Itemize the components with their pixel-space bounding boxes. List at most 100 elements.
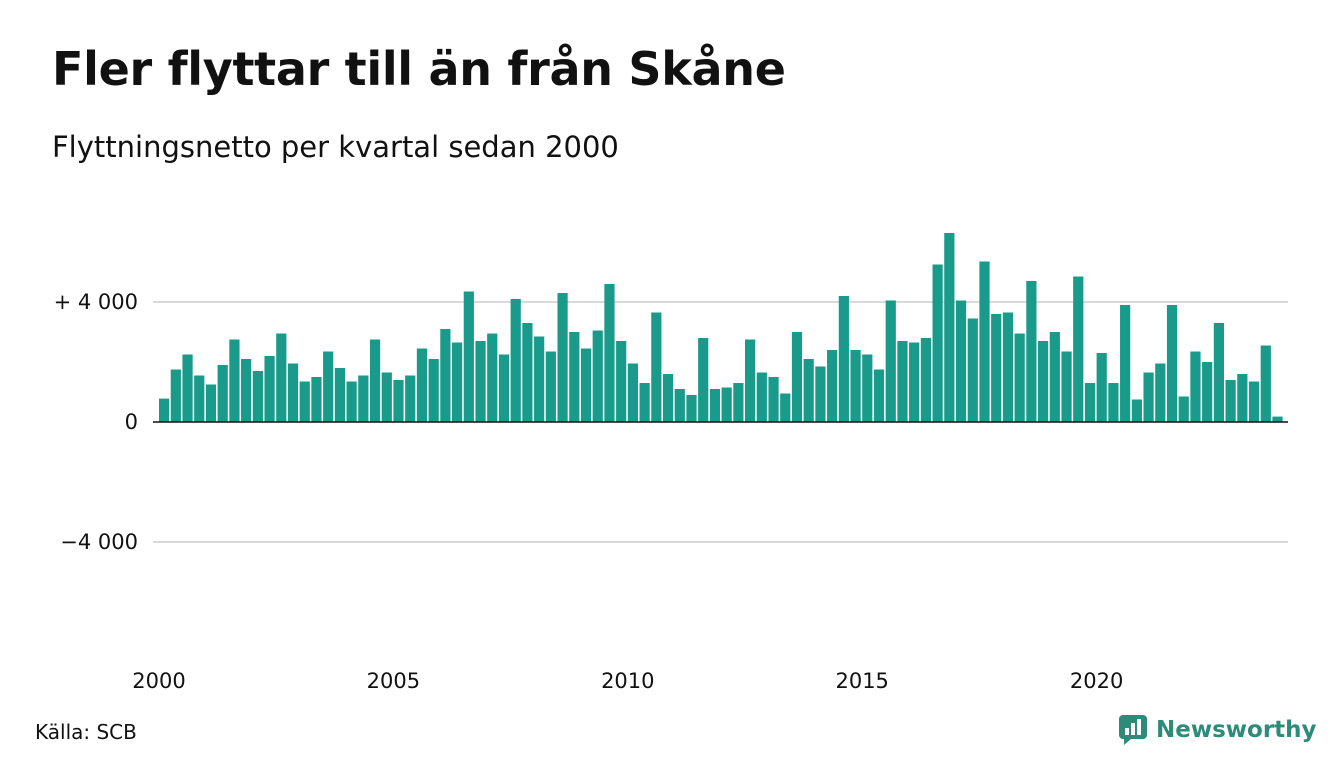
bar [1166, 305, 1178, 422]
bar [1108, 383, 1119, 422]
bar [686, 395, 697, 422]
bar [604, 284, 615, 422]
bar [1002, 312, 1014, 422]
bar [416, 348, 428, 422]
bar [1026, 281, 1037, 422]
x-tick-label: 2020 [1070, 669, 1123, 693]
bar [1131, 399, 1142, 422]
bar [1225, 380, 1236, 422]
bar [475, 341, 486, 422]
newsworthy-icon [1119, 715, 1147, 745]
bar [1096, 353, 1107, 422]
bar [346, 381, 357, 422]
bar [662, 374, 674, 422]
bar [850, 350, 861, 422]
bar [721, 387, 732, 422]
bar [967, 318, 978, 422]
bar [569, 332, 580, 422]
bar [311, 377, 322, 422]
bar [639, 383, 650, 422]
bar [463, 291, 474, 422]
bar [440, 329, 451, 422]
bar [756, 372, 767, 422]
bar [1260, 345, 1271, 422]
bar [1178, 396, 1189, 422]
bar [287, 363, 299, 422]
bar [955, 300, 967, 422]
bar [827, 350, 838, 422]
bars [159, 233, 1283, 422]
bar [1248, 381, 1260, 422]
bar [745, 339, 756, 422]
bar [815, 366, 826, 422]
bar [991, 314, 1002, 422]
bar [510, 299, 521, 422]
source-note: Källa: SCB [35, 720, 137, 744]
bar [862, 354, 873, 422]
bar [709, 389, 721, 422]
bar [1120, 305, 1131, 422]
bar [1061, 351, 1072, 422]
bar [381, 372, 392, 422]
bar [241, 359, 252, 422]
y-tick-label: + 4 000 [54, 290, 138, 314]
bar [1155, 363, 1166, 422]
x-tick-label: 2005 [367, 669, 420, 693]
bar [873, 369, 885, 422]
bar [534, 336, 545, 422]
bar [885, 300, 896, 422]
bar [1049, 332, 1060, 422]
bar [1143, 372, 1154, 422]
bar [487, 333, 498, 422]
bar [358, 375, 369, 422]
bar [545, 351, 556, 422]
bar [498, 354, 510, 422]
bar [522, 323, 533, 422]
brand-name: Newsworthy [1156, 717, 1317, 743]
bar [159, 398, 170, 422]
bar [838, 296, 849, 422]
bar [1073, 276, 1084, 422]
bar [897, 341, 908, 422]
bar [170, 369, 181, 422]
bar [334, 368, 345, 422]
bar [944, 233, 955, 422]
bar [1202, 362, 1213, 422]
tick-labels: + 4 000 0 −4 000 2000 2005 2010 2015 2020 [54, 290, 1124, 693]
bar [627, 363, 638, 422]
brand-logo: Newsworthy [1118, 714, 1317, 746]
bar [428, 359, 439, 422]
bar [580, 348, 592, 422]
bar [1237, 374, 1248, 422]
bar [592, 330, 603, 422]
bar [616, 341, 627, 422]
bar [252, 371, 263, 422]
bar [780, 393, 791, 422]
x-tick-label: 2015 [835, 669, 888, 693]
bar [791, 332, 803, 422]
bar [909, 342, 920, 422]
bar [733, 383, 744, 422]
chart-subtitle: Flyttningsnetto per kvartal sedan 2000 [52, 130, 619, 164]
bar [557, 293, 568, 422]
chart-title: Fler flyttar till än från Skåne [52, 42, 786, 96]
bar [1190, 351, 1201, 422]
bar [369, 339, 381, 422]
bar [182, 354, 193, 422]
bar [393, 380, 404, 422]
bar [323, 351, 334, 422]
y-tick-label: 0 [125, 410, 138, 434]
bar [1038, 341, 1049, 422]
bar [264, 356, 275, 422]
gridlines [153, 301, 1288, 543]
bar [452, 342, 463, 422]
bar [979, 261, 990, 422]
bar [920, 338, 931, 422]
bar [217, 365, 228, 422]
bar [229, 339, 240, 422]
x-tick-label: 2000 [132, 669, 185, 693]
bar [803, 359, 814, 422]
bar [698, 338, 709, 422]
bar [1014, 333, 1025, 422]
